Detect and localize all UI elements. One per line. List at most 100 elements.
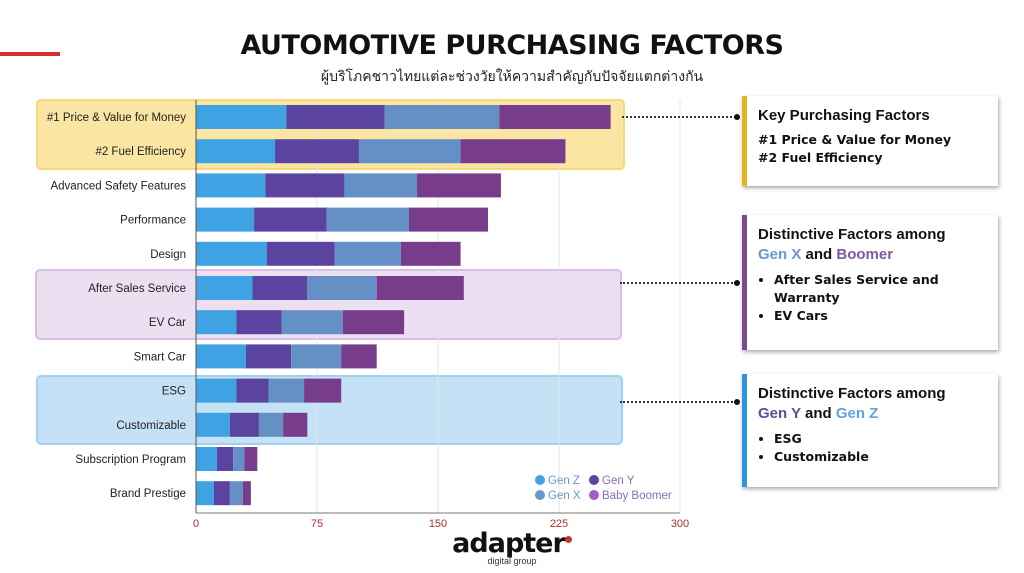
- bar-segment-gen-x: [326, 207, 409, 232]
- legend-marker: [535, 475, 545, 485]
- gen-x-label: Gen X: [758, 246, 802, 263]
- bar-segment-gen-z: [196, 344, 247, 369]
- logo-dot: [564, 536, 572, 543]
- bar-segment-gen-y: [246, 344, 292, 369]
- legend-marker: [535, 490, 545, 500]
- and-label: and: [801, 246, 837, 263]
- bar-segment-gen-x: [233, 447, 245, 471]
- bar-segment-baby-boomer: [304, 378, 342, 403]
- bar-segment-baby-boomer: [400, 241, 461, 266]
- connector-dot: [734, 114, 740, 120]
- panel-accent: [742, 374, 747, 487]
- bar-segment-gen-x: [291, 344, 342, 369]
- connector-line: [620, 401, 736, 403]
- bar-segment-gen-x: [334, 241, 401, 266]
- bar-segment-baby-boomer: [376, 276, 464, 300]
- legend-label: Gen Y: [602, 475, 635, 487]
- panel-title: Key Purchasing Factors: [758, 107, 930, 124]
- x-tick-label: 75: [311, 518, 323, 530]
- bar-segment-baby-boomer: [342, 310, 405, 335]
- connector-line: [622, 116, 736, 118]
- bar-segment-gen-y: [275, 139, 359, 164]
- bar-segment-gen-x: [358, 139, 461, 164]
- bar-segment-baby-boomer: [499, 105, 611, 129]
- bar-segment-baby-boomer: [244, 447, 258, 471]
- bar-segment-baby-boomer: [242, 481, 251, 506]
- bar-segment-gen-z: [196, 378, 237, 403]
- category-label: Advanced Safety Features: [50, 180, 186, 192]
- bar-segment-gen-z: [196, 481, 214, 506]
- logo-name: adapter: [452, 528, 566, 559]
- bar-segment-gen-z: [196, 412, 230, 437]
- bar-segment-gen-y: [265, 173, 345, 198]
- bar-segment-gen-z: [196, 310, 237, 335]
- bar-segment-gen-z: [196, 447, 217, 471]
- x-tick-label: 300: [671, 518, 689, 530]
- category-label: Brand Prestige: [110, 488, 186, 500]
- x-tick-label: 0: [193, 518, 199, 530]
- panel-line: #1 Price & Value for Money: [758, 132, 952, 147]
- legend-label: Baby Boomer: [602, 490, 672, 502]
- panel-key-factors: Key Purchasing Factors #1 Price & Value …: [742, 96, 998, 186]
- bar-segment-gen-y: [254, 207, 327, 232]
- page-title: AUTOMOTIVE PURCHASING FACTORS: [240, 30, 784, 61]
- panel-title: Distinctive Factors among: [758, 226, 946, 243]
- panel-item: ESG: [774, 430, 986, 448]
- panel-item: After Sales Service and Warranty: [774, 271, 986, 307]
- panel-item: Customizable: [774, 448, 986, 466]
- panel-line: #2 Fuel Efficiency: [758, 150, 883, 165]
- legend-marker: [589, 490, 599, 500]
- bar-segment-baby-boomer: [460, 139, 566, 164]
- connector-line: [620, 282, 736, 284]
- bar-segment-gen-y: [252, 276, 308, 300]
- bar-segment-gen-z: [196, 105, 287, 129]
- category-label: Smart Car: [134, 351, 187, 363]
- bar-segment-gen-x: [229, 481, 243, 506]
- bar-segment-gen-y: [266, 241, 335, 266]
- bar-segment-gen-y: [286, 105, 385, 129]
- category-label: Customizable: [116, 420, 186, 432]
- panel-title: Distinctive Factors among: [758, 385, 946, 402]
- bar-segment-baby-boomer: [408, 207, 489, 232]
- legend-marker: [589, 475, 599, 485]
- bar-segment-gen-x: [384, 105, 500, 129]
- panel-geny-genz: Distinctive Factors among Gen Y and Gen …: [742, 374, 998, 487]
- adapter-logo: adapter digital group: [0, 530, 1024, 566]
- category-label: Performance: [120, 215, 186, 227]
- bar-segment-baby-boomer: [341, 344, 377, 369]
- panel-accent: [742, 96, 747, 186]
- panel-accent: [742, 215, 747, 350]
- category-label: EV Car: [149, 317, 186, 329]
- bar-segment-gen-z: [196, 276, 253, 300]
- and-label: and: [800, 405, 836, 422]
- bar-segment-gen-x: [258, 412, 284, 437]
- boomer-label: Boomer: [836, 246, 894, 263]
- bar-segment-gen-y: [216, 447, 234, 471]
- panel-genx-boomer: Distinctive Factors among Gen X and Boom…: [742, 215, 998, 350]
- gen-z-label: Gen Z: [835, 405, 879, 422]
- bar-segment-gen-y: [213, 481, 230, 506]
- legend-label: Gen Z: [548, 475, 580, 487]
- bar-segment-gen-x: [344, 173, 418, 198]
- bar-segment-gen-z: [196, 139, 276, 164]
- connector-dot: [734, 399, 740, 405]
- bar-segment-baby-boomer: [283, 412, 308, 437]
- bar-segment-gen-x: [281, 310, 343, 335]
- bar-segment-gen-y: [229, 412, 259, 437]
- category-label: #2 Fuel Efficiency: [95, 146, 186, 158]
- x-tick-label: 150: [429, 518, 447, 530]
- category-label: Subscription Program: [75, 454, 186, 466]
- bar-segment-gen-z: [196, 207, 255, 232]
- bar-segment-gen-y: [236, 378, 269, 403]
- logo-sub: digital group: [487, 556, 537, 566]
- accent-line: [0, 52, 60, 56]
- legend-label: Gen X: [548, 490, 581, 502]
- bar-segment-gen-z: [196, 241, 267, 266]
- panel-item: EV Cars: [774, 307, 986, 325]
- gen-y-label: Gen Y: [758, 405, 801, 422]
- category-label: Design: [150, 249, 186, 261]
- category-label: ESG: [162, 386, 186, 398]
- category-label: #1 Price & Value for Money: [47, 112, 186, 124]
- x-tick-label: 225: [550, 518, 568, 530]
